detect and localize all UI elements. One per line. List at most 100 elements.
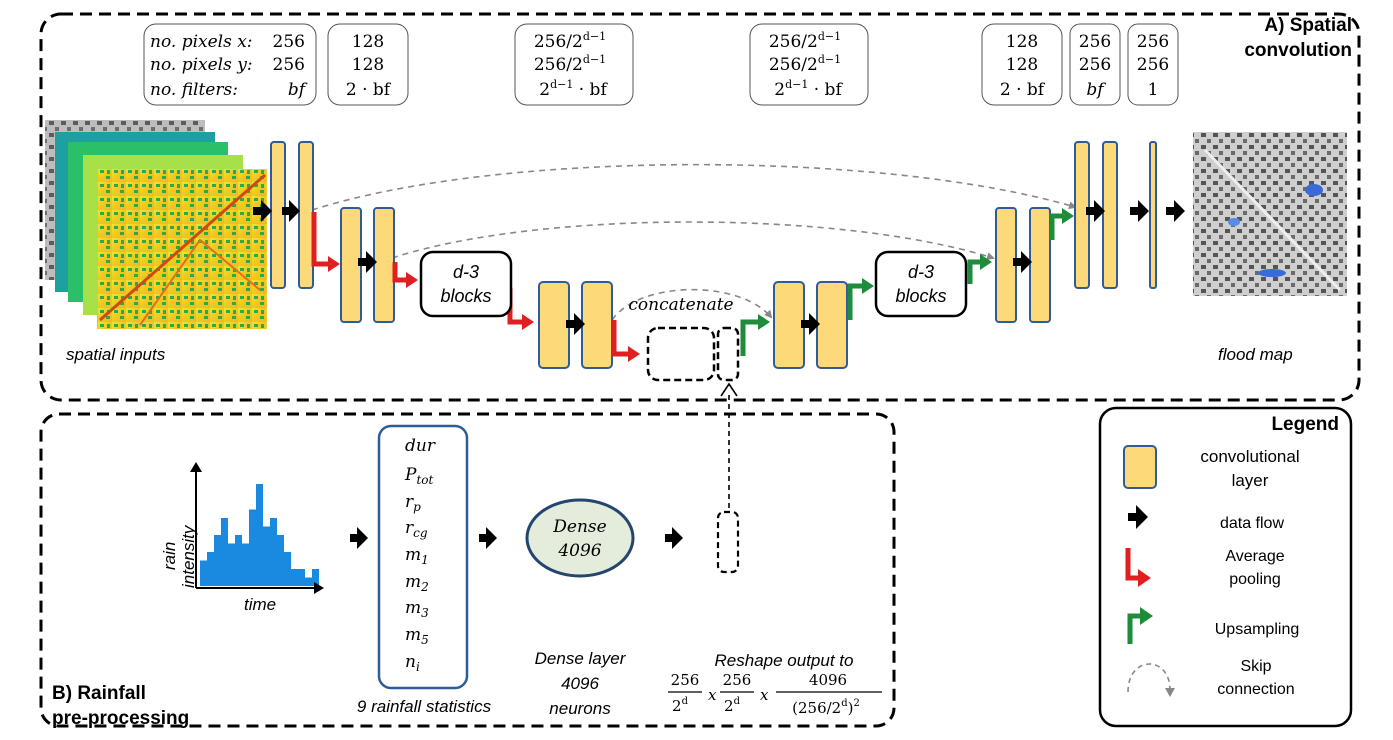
- legend-conv-line2: layer: [1232, 471, 1269, 490]
- param-box-6: 256 256 bf: [1069, 23, 1121, 106]
- stat-rp: rp: [405, 492, 421, 514]
- section-b-frame: [39, 412, 896, 728]
- blocks-right-line1: d-3: [908, 262, 934, 282]
- conv-layer: [298, 141, 314, 289]
- param-box-5: 128 128 2 · bf: [981, 23, 1063, 106]
- legend-skip-line2: connection: [1217, 681, 1294, 698]
- rain-bar: [270, 518, 277, 586]
- reshape-formula: 256 2d x 256 2d x 4096 (256/2d)2: [668, 671, 882, 717]
- rain-bar: [263, 526, 270, 586]
- formula-n2: 256: [723, 671, 752, 689]
- legend-pool-icon: [1125, 548, 1140, 581]
- rain-chart: rain intensity time: [160, 462, 324, 614]
- blocks-right: d-3 blocks: [874, 250, 968, 318]
- legend-title: Legend: [1271, 414, 1339, 435]
- legend-upsampling: Upsampling: [1215, 621, 1299, 638]
- stat-m1: m1: [405, 545, 429, 567]
- stat-dur: dur: [405, 436, 436, 456]
- skip-connection-1: [311, 163, 1077, 211]
- rain-bar: [200, 560, 207, 586]
- data-flow-arrow: [1130, 200, 1149, 222]
- param-box-7: 256 256 1: [1127, 23, 1179, 106]
- legend-skip-line1: Skip: [1240, 658, 1271, 675]
- conv-layer: [373, 207, 395, 323]
- p5-v1: 128: [1006, 32, 1038, 52]
- p4-row1: 256/2d−1: [769, 30, 841, 52]
- data-flow-arrows: [253, 200, 1185, 335]
- upsampling-arrow: [1049, 213, 1064, 240]
- param-box-4: 256/2d−1 256/2d−1 2d−1 · bf: [749, 23, 869, 106]
- data-flow-arrow: [479, 527, 497, 549]
- blocks-left-line2: blocks: [440, 286, 491, 306]
- pooling-arrowheads: [328, 256, 640, 362]
- conv-layer: [1102, 141, 1118, 289]
- rain-axis-y-line1: rain: [160, 542, 179, 570]
- skip-connections: [311, 163, 1077, 321]
- section-b-title: B) Rainfall: [52, 683, 146, 704]
- legend-data-flow: data flow: [1220, 515, 1284, 532]
- stat-rcg: rcg: [405, 518, 428, 540]
- formula-n3: 4096: [809, 671, 847, 689]
- skip-connection-2: [391, 221, 995, 261]
- spatial-inputs-image: [45, 120, 267, 329]
- p7-v2: 256: [1137, 55, 1169, 75]
- reshape-output-box: [716, 510, 740, 574]
- rain-bar: [298, 569, 305, 586]
- stat-ptot: Ptot: [404, 465, 434, 487]
- legend-skip-head: [1165, 688, 1175, 697]
- blocks-left-line1: d-3: [453, 262, 479, 282]
- dense-node: [525, 498, 635, 578]
- rain-bar: [207, 552, 214, 586]
- data-flow-arrow: [566, 313, 585, 335]
- data-flow-arrow: [253, 200, 272, 222]
- concat-rain-slot: [716, 326, 740, 382]
- row-label-pixels-y: no. pixels y:: [150, 55, 253, 75]
- row-label-pixels-x: no. pixels x:: [150, 32, 253, 52]
- concatenate-label: concatenate: [628, 295, 733, 315]
- p1-v2: 256: [273, 55, 305, 75]
- section-a-title: A) Spatial: [1264, 15, 1352, 36]
- legend-pool-line1: Average: [1225, 548, 1284, 565]
- rain-bar: [242, 543, 249, 586]
- rain-bar: [277, 535, 284, 586]
- row-label-filters: no. filters:: [150, 80, 238, 100]
- formula-x1: x: [708, 686, 717, 704]
- rain-bar: [291, 569, 298, 586]
- conv-layer: [1149, 141, 1157, 289]
- formula-n1: 256: [671, 671, 700, 689]
- dense-line1: Dense: [552, 517, 606, 537]
- legend-pool-head: [1138, 569, 1151, 587]
- stats-box: [377, 424, 469, 690]
- legend-skip-icon: [1127, 663, 1171, 693]
- p7-v3: 1: [1148, 80, 1159, 100]
- rain-axis-y-line2: intensity: [179, 524, 198, 588]
- p2-v1: 128: [352, 32, 384, 52]
- data-flow-arrow: [350, 527, 368, 549]
- stat-m2: m2: [405, 572, 429, 594]
- legend-pool-line2: pooling: [1229, 571, 1281, 588]
- upsampling-arrow: [847, 283, 864, 320]
- conv-layers: [270, 141, 1157, 369]
- dense-caption-3: neurons: [549, 699, 611, 718]
- param-box-1: no. pixels x: no. pixels y: no. filters:…: [143, 23, 317, 106]
- data-flow-arrow: [1086, 200, 1105, 222]
- reshape-caption: Reshape output to: [715, 651, 854, 670]
- concat-box: [646, 326, 716, 382]
- legend-conv-swatch: [1123, 445, 1157, 489]
- p6-v2: 256: [1079, 55, 1111, 75]
- legend-up-head: [1140, 607, 1153, 625]
- data-flow-arrow: [801, 313, 820, 335]
- p3-row3: 2d−1 · bf: [539, 78, 608, 100]
- conv-layer: [538, 281, 570, 369]
- p6-v1: 256: [1079, 32, 1111, 52]
- stats-list: dur Ptot rp rcg m1 m2 m3 m5 ni: [404, 436, 436, 674]
- legend-flow-arrow: [1128, 505, 1148, 529]
- rain-bar: [312, 569, 319, 586]
- param-box-3: 256/2d−1 256/2d−1 2d−1 · bf: [514, 23, 634, 106]
- conv-layer: [581, 281, 613, 369]
- upsampling-arrows: [740, 213, 1064, 356]
- formula-d2: 2d: [724, 696, 741, 715]
- rain-bar: [214, 535, 221, 586]
- skip-connection-3: [611, 288, 773, 321]
